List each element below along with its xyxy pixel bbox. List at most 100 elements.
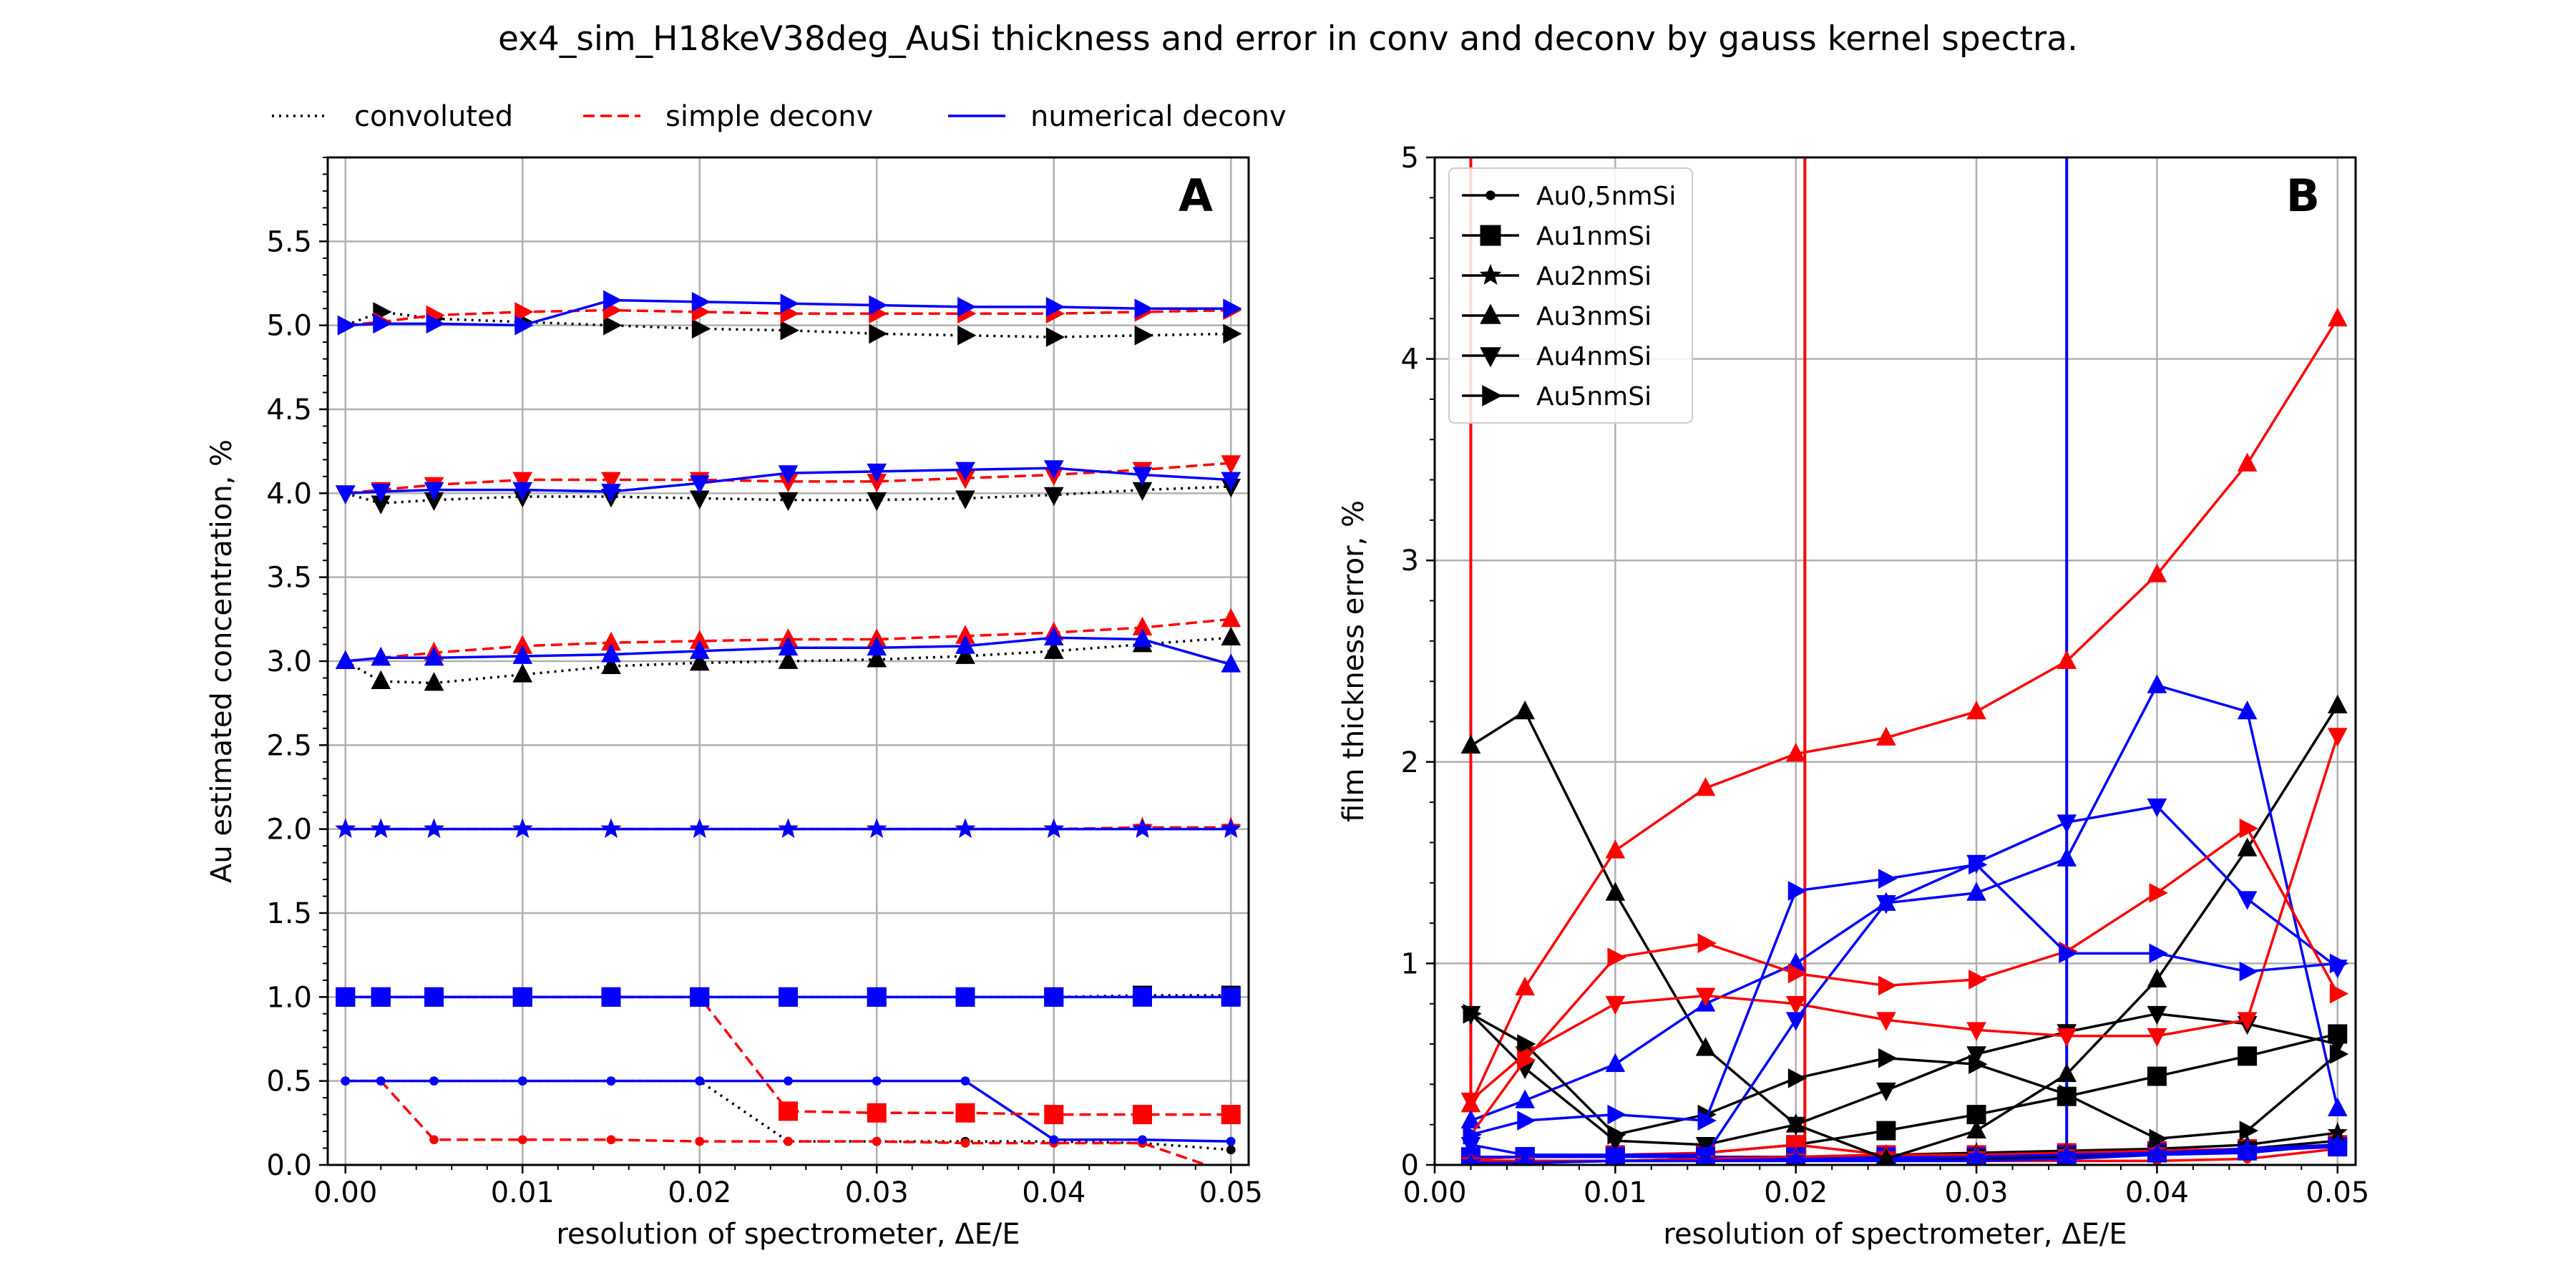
- panel-a-y-tick-label: 4.5: [266, 394, 312, 426]
- panel-a-point-au3nmsi-numerical: [601, 643, 621, 663]
- panel-b-point-au4nmsi-simple: [2237, 1012, 2258, 1031]
- panel-b-point-au1nmsi-convoluted: [1876, 1121, 1896, 1141]
- panel-a-point-au2nmsi-numerical: [778, 818, 799, 838]
- panel-b-point-au4nmsi-numerical: [1876, 895, 1896, 914]
- panel-b-point-au3nmsi-simple: [1966, 701, 1986, 720]
- panel-b-legend-label: Au2nmSi: [1536, 262, 1652, 291]
- panel-b-point-au5nmsi-numerical: [2239, 961, 2258, 982]
- panel-b-point-au2nmsi-numerical: [2237, 1138, 2258, 1158]
- legend-label-simple-deconv: simple deconv: [665, 100, 873, 133]
- panel-b-point-au5nmsi-numerical: [2329, 953, 2349, 974]
- panel-b-point-au3nmsi-convoluted: [1460, 734, 1481, 754]
- panel-b-point-au5nmsi-numerical: [1463, 1124, 1482, 1145]
- panel-b-point-au1nmsi-convoluted: [2238, 1046, 2258, 1066]
- panel-b-y-tick-label: 1: [1401, 947, 1419, 980]
- panel-a-y-tick-label: 3.5: [266, 562, 312, 595]
- panel-a-point-au3nmsi-numerical: [955, 635, 975, 654]
- panel-b-point-au3nmsi-simple: [2147, 563, 2167, 582]
- panel-b-point-au5nmsi-numerical: [1697, 1111, 1717, 1131]
- panel-a-point-au2nmsi-numerical: [866, 818, 887, 838]
- panel-b-y-tick-label: 5: [1401, 142, 1419, 175]
- panel-b-x-axis-label: resolution of spectrometer, ΔE/E: [1663, 1218, 2127, 1251]
- panel-a-point-au5nmsi-convoluted: [691, 318, 711, 339]
- panel-a-y-axis-label: Au estimated concentration, %: [205, 439, 238, 883]
- panel-a-point-au0-5nmsi-numerical: [517, 1076, 527, 1086]
- panel-b-legend-marker-au0-5nmsi: [1485, 190, 1496, 200]
- panel-b-legend: Au0,5nmSi Au1nmSi Au2nmSi Au3nmSi Au4nmSi Au5…: [1448, 167, 1693, 424]
- panel-a-point-au4nmsi-simple: [512, 472, 533, 491]
- panel-b-point-au3nmsi-convoluted: [2237, 837, 2258, 857]
- panel-a-point-au1nmsi-simple: [1044, 1105, 1064, 1125]
- panel-a-point-au0-5nmsi-numerical: [1226, 1136, 1236, 1146]
- panel-a-point-au4nmsi-numerical: [867, 463, 887, 483]
- panel-a-plot-area: [335, 290, 1242, 1165]
- panel-a-y-tick-label: 3.0: [266, 645, 312, 678]
- panel-b-legend-marker-au5nmsi: [1482, 385, 1503, 406]
- panel-b-point-au4nmsi-numerical: [1515, 1147, 1536, 1165]
- panel-b-point-au5nmsi-convoluted: [2329, 1044, 2349, 1064]
- panel-b-point-au4nmsi-numerical: [1695, 1147, 1716, 1165]
- panel-a-point-au0-5nmsi-numerical: [872, 1076, 882, 1086]
- panel-b-point-au5nmsi-simple: [1517, 1050, 1536, 1070]
- panel-a-point-au3nmsi-convoluted: [1221, 626, 1241, 646]
- panel-b-point-au4nmsi-simple: [1460, 1092, 1481, 1112]
- panel-a-point-au3nmsi-numerical: [371, 646, 391, 666]
- panel-a-point-au0-5nmsi-numerical: [376, 1076, 386, 1086]
- panel-b-point-au4nmsi-convoluted: [1966, 1046, 1986, 1065]
- panel-a-x-tick-label: 0.02: [668, 1176, 731, 1209]
- panel-a-point-au0-5nmsi-numerical: [960, 1076, 970, 1086]
- panel-a-point-au3nmsi-convoluted: [778, 650, 799, 669]
- panel-a-point-au4nmsi-numerical: [512, 482, 533, 502]
- panel-a-point-au4nmsi-numerical: [1132, 467, 1153, 486]
- legend-label-numerical-deconv: numerical deconv: [1030, 100, 1287, 133]
- panel-b-point-au2nmsi-numerical: [1460, 1152, 1481, 1165]
- panel-b-point-au5nmsi-simple: [1787, 963, 1807, 984]
- panel-b-point-au3nmsi-numerical: [2327, 1097, 2348, 1117]
- panel-b-point-au5nmsi-convoluted: [1787, 1068, 1807, 1088]
- panel-a-point-au1nmsi-numerical: [1221, 987, 1241, 1007]
- panel-b-point-au3nmsi-simple: [1695, 777, 1716, 796]
- panel-a-point-au4nmsi-convoluted: [867, 492, 887, 512]
- panel-a-point-au5nmsi-numerical: [1045, 297, 1065, 317]
- panel-b-legend-label: Au0,5nmSi: [1536, 182, 1676, 211]
- panel-a-point-au3nmsi-numerical: [1132, 628, 1153, 648]
- panel-b-legend-marker-au3nmsi: [1480, 303, 1501, 324]
- panel-b-series-au4nmsi-simple: [1470, 735, 2339, 1102]
- panel-a-series-au3nmsi-simple: [345, 618, 1231, 663]
- panel-b-point-au5nmsi-simple: [2149, 883, 2168, 903]
- panel-b-point-au3nmsi-numerical: [2237, 701, 2258, 720]
- panel-b-point-au3nmsi-convoluted: [1605, 882, 1626, 901]
- panel-b-point-au3nmsi-simple: [2327, 307, 2348, 327]
- panel-a-point-au4nmsi-numerical: [689, 475, 710, 494]
- panel-a-point-au5nmsi-numerical: [869, 295, 888, 316]
- figure-title: ex4_sim_H18keV38deg_AuSi thickness and e…: [498, 19, 2078, 59]
- panel-b-point-au2nmsi-numerical: [1966, 1146, 1987, 1165]
- panel-b-point-au4nmsi-numerical: [1785, 1012, 1806, 1031]
- panel-b-legend-marker-au4nmsi: [1480, 347, 1501, 368]
- panel-b-point-au4nmsi-numerical: [2237, 891, 2258, 910]
- panel-a-point-au0-5nmsi-numerical: [1138, 1135, 1147, 1145]
- panel-b-point-au4nmsi-simple: [1785, 995, 1806, 1015]
- panel-b-point-au3nmsi-convoluted: [1966, 1119, 1986, 1139]
- panel-b-x-tick-label: 0.04: [2125, 1176, 2189, 1209]
- panel-a-point-au5nmsi-convoluted: [1134, 325, 1153, 346]
- panel-b-point-au4nmsi-convoluted: [2147, 1005, 2167, 1025]
- panel-a-point-au1nmsi-simple: [1133, 1105, 1152, 1125]
- panel-b-point-au5nmsi-simple: [1607, 947, 1626, 967]
- panel-b-y-axis-label: film thickness error, %: [1337, 500, 1370, 822]
- panel-a-point-au0-5nmsi-simple: [960, 1138, 970, 1148]
- panel-a-point-au3nmsi-numerical: [867, 636, 887, 656]
- panel-a-point-au3nmsi-numerical: [778, 636, 799, 656]
- panel-a-point-au2nmsi-numerical: [512, 818, 533, 838]
- panel-a-y-tick-label: 4.0: [266, 477, 312, 510]
- panel-a-chart: 0.00 0.01 0.02 0.03 0.04 0.05 0.0 0.5 1.0 1.5 2.0 2…: [205, 156, 1263, 1251]
- panel-a-x-tick-label: 0.03: [845, 1176, 909, 1209]
- panel-a-series-au3nmsi-numerical: [345, 636, 1231, 666]
- panel-b-legend-marker-au2nmsi: [1479, 263, 1502, 286]
- panel-b-point-au5nmsi-simple: [1968, 970, 1988, 990]
- panel-b-point-au4nmsi-convoluted: [2327, 1036, 2348, 1055]
- panel-b-point-au3nmsi-simple: [1605, 839, 1626, 859]
- panel-a-series-au0-5nmsi-simple: [345, 1079, 1211, 1165]
- panel-b-point-au3nmsi-convoluted: [2057, 1063, 2077, 1083]
- panel-a-point-au4nmsi-numerical: [371, 484, 391, 503]
